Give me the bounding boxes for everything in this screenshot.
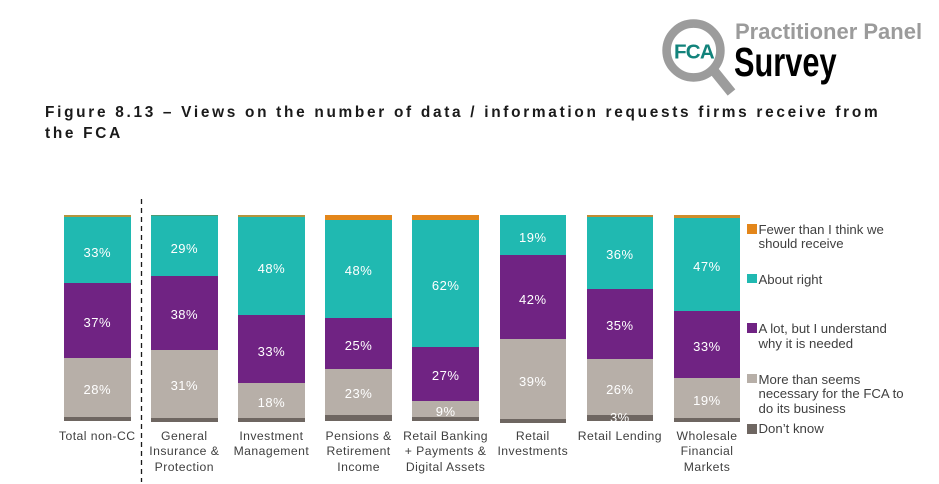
svg-text:FCA: FCA <box>674 40 715 63</box>
